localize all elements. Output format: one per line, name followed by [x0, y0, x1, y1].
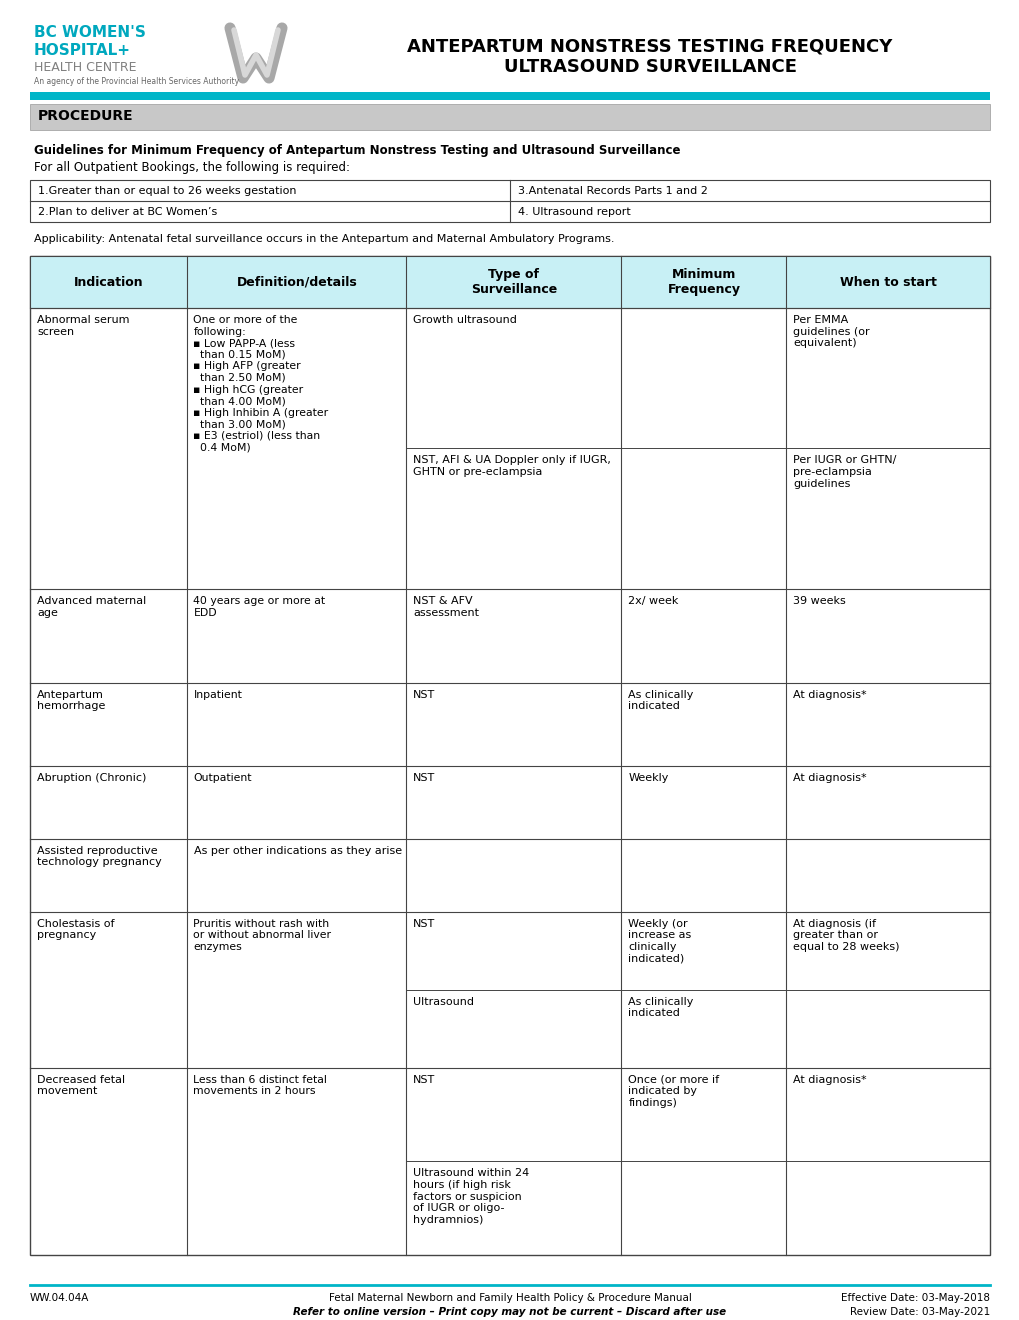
Text: Fetal Maternal Newborn and Family Health Policy & Procedure Manual: Fetal Maternal Newborn and Family Health… — [328, 1294, 691, 1303]
Text: Ultrasound: Ultrasound — [413, 997, 474, 1007]
Text: For all Outpatient Bookings, the following is required:: For all Outpatient Bookings, the followi… — [34, 161, 350, 174]
Text: NST: NST — [413, 774, 435, 783]
Text: One or more of the
following:
▪ Low PAPP-A (less
  than 0.15 MoM)
▪ High AFP (gr: One or more of the following: ▪ Low PAPP… — [194, 315, 328, 453]
Text: Effective Date: 03-May-2018: Effective Date: 03-May-2018 — [841, 1294, 989, 1303]
Text: 40 years age or more at
EDD: 40 years age or more at EDD — [194, 595, 325, 618]
Text: Inpatient: Inpatient — [194, 689, 243, 700]
Text: Advanced maternal
age: Advanced maternal age — [37, 595, 146, 618]
Text: BC WOMEN'S: BC WOMEN'S — [34, 25, 146, 40]
Text: Type of
Surveillance: Type of Surveillance — [470, 268, 556, 296]
Text: PROCEDURE: PROCEDURE — [38, 110, 133, 123]
Text: Antepartum
hemorrhage: Antepartum hemorrhage — [37, 689, 105, 711]
Text: At diagnosis (if
greater than or
equal to 28 weeks): At diagnosis (if greater than or equal t… — [793, 919, 899, 952]
Text: Assisted reproductive
technology pregnancy: Assisted reproductive technology pregnan… — [37, 846, 162, 867]
Text: Pruritis without rash with
or without abnormal liver
enzymes: Pruritis without rash with or without ab… — [194, 919, 331, 952]
Bar — [30, 104, 989, 129]
Text: Abruption (Chronic): Abruption (Chronic) — [37, 774, 147, 783]
Text: NST: NST — [413, 1074, 435, 1085]
Bar — [30, 256, 989, 308]
Text: Minimum
Frequency: Minimum Frequency — [666, 268, 740, 296]
Text: As clinically
indicated: As clinically indicated — [628, 689, 693, 711]
Text: Definition/details: Definition/details — [236, 276, 357, 289]
Text: 4. Ultrasound report: 4. Ultrasound report — [518, 207, 630, 216]
Bar — [30, 180, 989, 222]
Text: As per other indications as they arise: As per other indications as they arise — [195, 846, 403, 855]
Text: Per EMMA
guidelines (or
equivalent): Per EMMA guidelines (or equivalent) — [793, 315, 869, 348]
Text: WW.04.04A: WW.04.04A — [30, 1294, 90, 1303]
Text: Outpatient: Outpatient — [194, 774, 252, 783]
Text: 1.Greater than or equal to 26 weeks gestation: 1.Greater than or equal to 26 weeks gest… — [38, 186, 297, 195]
Text: An agency of the Provincial Health Services Authority: An agency of the Provincial Health Servi… — [34, 77, 238, 86]
Text: Once (or more if
indicated by
findings): Once (or more if indicated by findings) — [628, 1074, 718, 1107]
Text: HEALTH CENTRE: HEALTH CENTRE — [34, 61, 137, 74]
Text: NST, AFI & UA Doppler only if IUGR,
GHTN or pre-eclampsia: NST, AFI & UA Doppler only if IUGR, GHTN… — [413, 455, 610, 477]
Text: Review Date: 03-May-2021: Review Date: 03-May-2021 — [849, 1307, 989, 1317]
Text: Cholestasis of
pregnancy: Cholestasis of pregnancy — [37, 919, 114, 940]
Text: Refer to online version – Print copy may not be current – Discard after use: Refer to online version – Print copy may… — [293, 1307, 726, 1317]
Text: ANTEPARTUM NONSTRESS TESTING FREQUENCY: ANTEPARTUM NONSTRESS TESTING FREQUENCY — [407, 38, 892, 55]
Text: Growth ultrasound: Growth ultrasound — [413, 315, 517, 325]
Text: 3.Antenatal Records Parts 1 and 2: 3.Antenatal Records Parts 1 and 2 — [518, 186, 707, 195]
Text: Weekly: Weekly — [628, 774, 668, 783]
Text: At diagnosis*: At diagnosis* — [793, 689, 866, 700]
Text: NST: NST — [413, 919, 435, 928]
Bar — [30, 92, 989, 100]
Text: HOSPITAL+: HOSPITAL+ — [34, 44, 130, 58]
Text: Per IUGR or GHTN/
pre-eclampsia
guidelines: Per IUGR or GHTN/ pre-eclampsia guidelin… — [793, 455, 896, 488]
Text: When to start: When to start — [839, 276, 935, 289]
Text: NST: NST — [413, 689, 435, 700]
Text: NST & AFV
assessment: NST & AFV assessment — [413, 595, 479, 618]
Text: 2.Plan to deliver at BC Women’s: 2.Plan to deliver at BC Women’s — [38, 207, 217, 216]
Text: Decreased fetal
movement: Decreased fetal movement — [37, 1074, 125, 1097]
Text: At diagnosis*: At diagnosis* — [793, 774, 866, 783]
Text: ULTRASOUND SURVEILLANCE: ULTRASOUND SURVEILLANCE — [503, 58, 796, 77]
Text: Abnormal serum
screen: Abnormal serum screen — [37, 315, 129, 337]
Text: As clinically
indicated: As clinically indicated — [628, 997, 693, 1018]
Text: 39 weeks: 39 weeks — [793, 595, 846, 606]
Text: At diagnosis*: At diagnosis* — [793, 1074, 866, 1085]
Text: Indication: Indication — [73, 276, 144, 289]
Bar — [30, 256, 989, 1255]
Text: Guidelines for Minimum Frequency of Antepartum Nonstress Testing and Ultrasound : Guidelines for Minimum Frequency of Ante… — [34, 144, 680, 157]
Text: Weekly (or
increase as
clinically
indicated): Weekly (or increase as clinically indica… — [628, 919, 691, 964]
Text: Less than 6 distinct fetal
movements in 2 hours: Less than 6 distinct fetal movements in … — [194, 1074, 327, 1097]
Text: Ultrasound within 24
hours (if high risk
factors or suspicion
of IUGR or oligo-
: Ultrasound within 24 hours (if high risk… — [413, 1168, 529, 1225]
Text: 2x/ week: 2x/ week — [628, 595, 678, 606]
Text: Applicability: Antenatal fetal surveillance occurs in the Antepartum and Materna: Applicability: Antenatal fetal surveilla… — [34, 234, 613, 244]
